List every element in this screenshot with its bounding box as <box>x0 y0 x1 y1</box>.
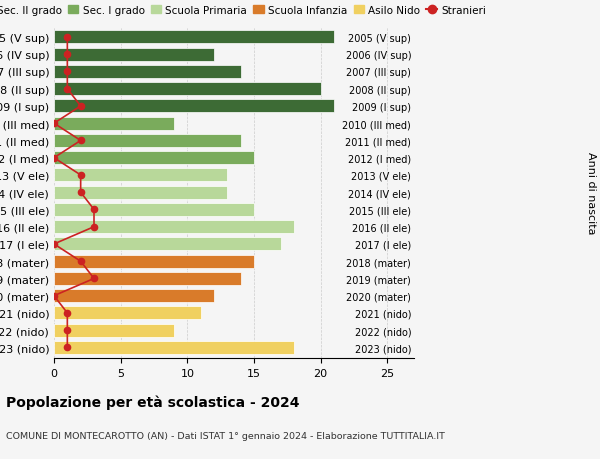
Bar <box>54 100 334 113</box>
Bar <box>54 341 294 354</box>
Bar <box>54 255 254 268</box>
Bar <box>54 49 214 62</box>
Bar <box>54 238 281 251</box>
Bar <box>54 169 227 182</box>
Bar <box>54 324 174 337</box>
Bar <box>54 290 214 302</box>
Text: Popolazione per età scolastica - 2024: Popolazione per età scolastica - 2024 <box>6 395 299 409</box>
Bar <box>54 134 241 148</box>
Bar <box>54 307 200 320</box>
Bar <box>54 31 334 45</box>
Bar <box>54 221 294 234</box>
Bar <box>54 186 227 199</box>
Bar <box>54 66 241 79</box>
Bar <box>54 83 320 96</box>
Text: Anni di nascita: Anni di nascita <box>586 151 596 234</box>
Bar <box>54 272 241 285</box>
Bar <box>54 152 254 165</box>
Bar <box>54 118 174 130</box>
Legend: Sec. II grado, Sec. I grado, Scuola Primaria, Scuola Infanzia, Asilo Nido, Stran: Sec. II grado, Sec. I grado, Scuola Prim… <box>0 6 486 16</box>
Bar <box>54 203 254 217</box>
Text: COMUNE DI MONTECAROTTO (AN) - Dati ISTAT 1° gennaio 2024 - Elaborazione TUTTITAL: COMUNE DI MONTECAROTTO (AN) - Dati ISTAT… <box>6 431 445 440</box>
